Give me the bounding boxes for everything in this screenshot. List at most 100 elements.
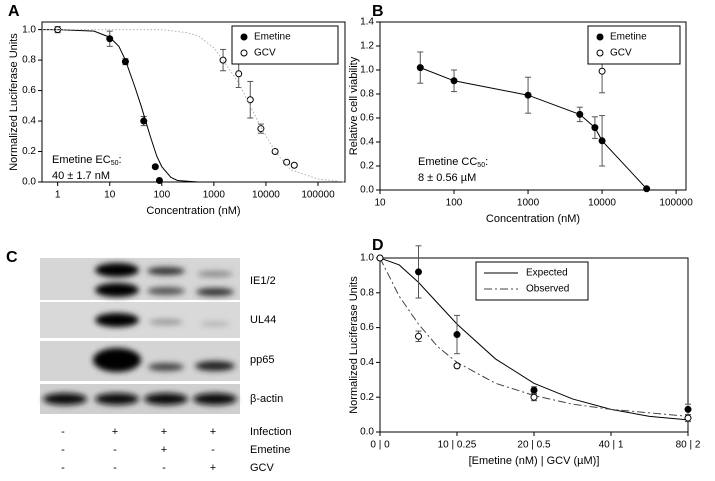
data-point [684,414,692,422]
data-point [450,77,458,85]
x-tick-label: 1000 [517,198,540,209]
y-tick-label: 0.2 [360,392,374,403]
condition-sign: + [112,426,118,438]
y-tick-label: 1.0 [360,253,374,264]
y-tick-label: 0.8 [22,55,36,66]
y-axis-label: Relative cell viability [348,56,360,155]
data-point [235,70,243,78]
annotation: Emetine EC50: [52,154,122,167]
y-axis-label: Normalized Luciferase Units [8,33,20,171]
x-tick-label: 100000 [301,190,335,201]
y-tick-label: 0.4 [360,357,374,368]
data-point [415,268,422,276]
data-point [453,331,461,339]
y-tick-label: 1.2 [360,41,374,52]
annotation-subscript: 50 [111,160,119,167]
annotation-line2: 40 ± 1.7 nM [52,170,110,182]
x-tick-label: 10000 [588,198,616,209]
data-point [415,332,422,340]
y-tick-label: 0.4 [360,137,374,148]
x-tick-label: 10 [104,190,116,201]
condition-label: GCV [250,462,275,474]
y-tick-label: 0.2 [22,146,36,157]
y-tick-label: 0.4 [22,116,36,127]
series-line [379,257,689,417]
legend-label: Emetine [610,32,647,43]
x-tick-label: 10 [374,198,386,209]
y-tick-label: 1.0 [22,24,36,35]
annotation: Emetine CC50: [418,156,488,169]
data-point [219,56,227,64]
data-point [530,393,538,401]
y-tick-label: 1.0 [360,65,374,76]
series-line [379,257,689,421]
data-point [155,176,163,184]
legend-label: Emetine [254,32,291,43]
x-tick-label: 20 | 0.5 [517,440,551,451]
legend-marker [240,33,248,41]
data-point [376,254,384,262]
data-point [246,96,254,104]
data-point [591,124,599,132]
legend-marker [240,49,248,57]
annotation-text: Emetine EC [52,154,111,166]
data-point [106,35,114,43]
y-tick-label: 0.6 [360,322,374,333]
y-tick-label: 0.0 [22,177,36,188]
y-tick-label: 0.2 [360,161,374,172]
annotation-suffix: : [119,154,122,166]
x-tick-label: 40 | 1 [599,440,624,451]
x-axis-label: [Emetine (nM) | GCV (µM)] [469,455,600,467]
x-tick-label: 100000 [659,198,693,209]
data-point [290,161,298,169]
y-tick-label: 0.6 [360,113,374,124]
condition-sign: - [211,444,215,456]
x-tick-label: 100 [446,198,463,209]
x-tick-label: 10000 [252,190,280,201]
data-point [151,163,159,171]
x-tick-label: 10 | 0.25 [438,440,477,451]
y-tick-label: 1.4 [360,17,374,28]
data-point [271,148,279,156]
data-point [598,67,606,75]
legend-box [475,261,589,301]
y-tick-label: 0.0 [360,427,374,438]
condition-sign: + [161,426,167,438]
western-blot [40,258,240,414]
data-point [598,137,606,145]
y-axis-label: Normalized Luciferase Units [348,276,360,414]
y-tick-label: 0.8 [360,89,374,100]
data-point [524,91,532,99]
plot-frame [379,21,687,191]
data-point [416,64,424,72]
protein-label: pp65 [250,354,274,366]
condition-sign: + [161,444,167,456]
condition-sign: + [210,426,216,438]
blot-bands [43,263,237,405]
x-axis-label: Concentration (nM) [146,205,240,217]
data-point [684,405,692,413]
y-tick-label: 0.6 [22,85,36,96]
series-line [42,29,346,183]
x-tick-label: 0 | 0 [370,440,390,451]
condition-sign: - [61,462,65,474]
data-point [453,362,461,370]
data-point [530,386,538,394]
panel-label: A [8,3,20,20]
condition-sign: - [61,426,65,438]
series-line [42,29,345,183]
blot-strip [40,302,240,338]
condition-sign: - [113,444,117,456]
panel-label: D [372,237,384,254]
annotation-subscript: 50 [477,162,485,169]
condition-sign: - [162,462,166,474]
protein-label: UL44 [250,314,276,326]
annotation-suffix: : [485,156,488,168]
x-tick-label: 1000 [203,190,226,201]
panel-label: B [372,3,384,20]
legend-label: GCV [610,48,632,59]
panel-label: C [6,249,18,266]
protein-label: IE1/2 [250,275,276,287]
condition-sign: + [210,462,216,474]
